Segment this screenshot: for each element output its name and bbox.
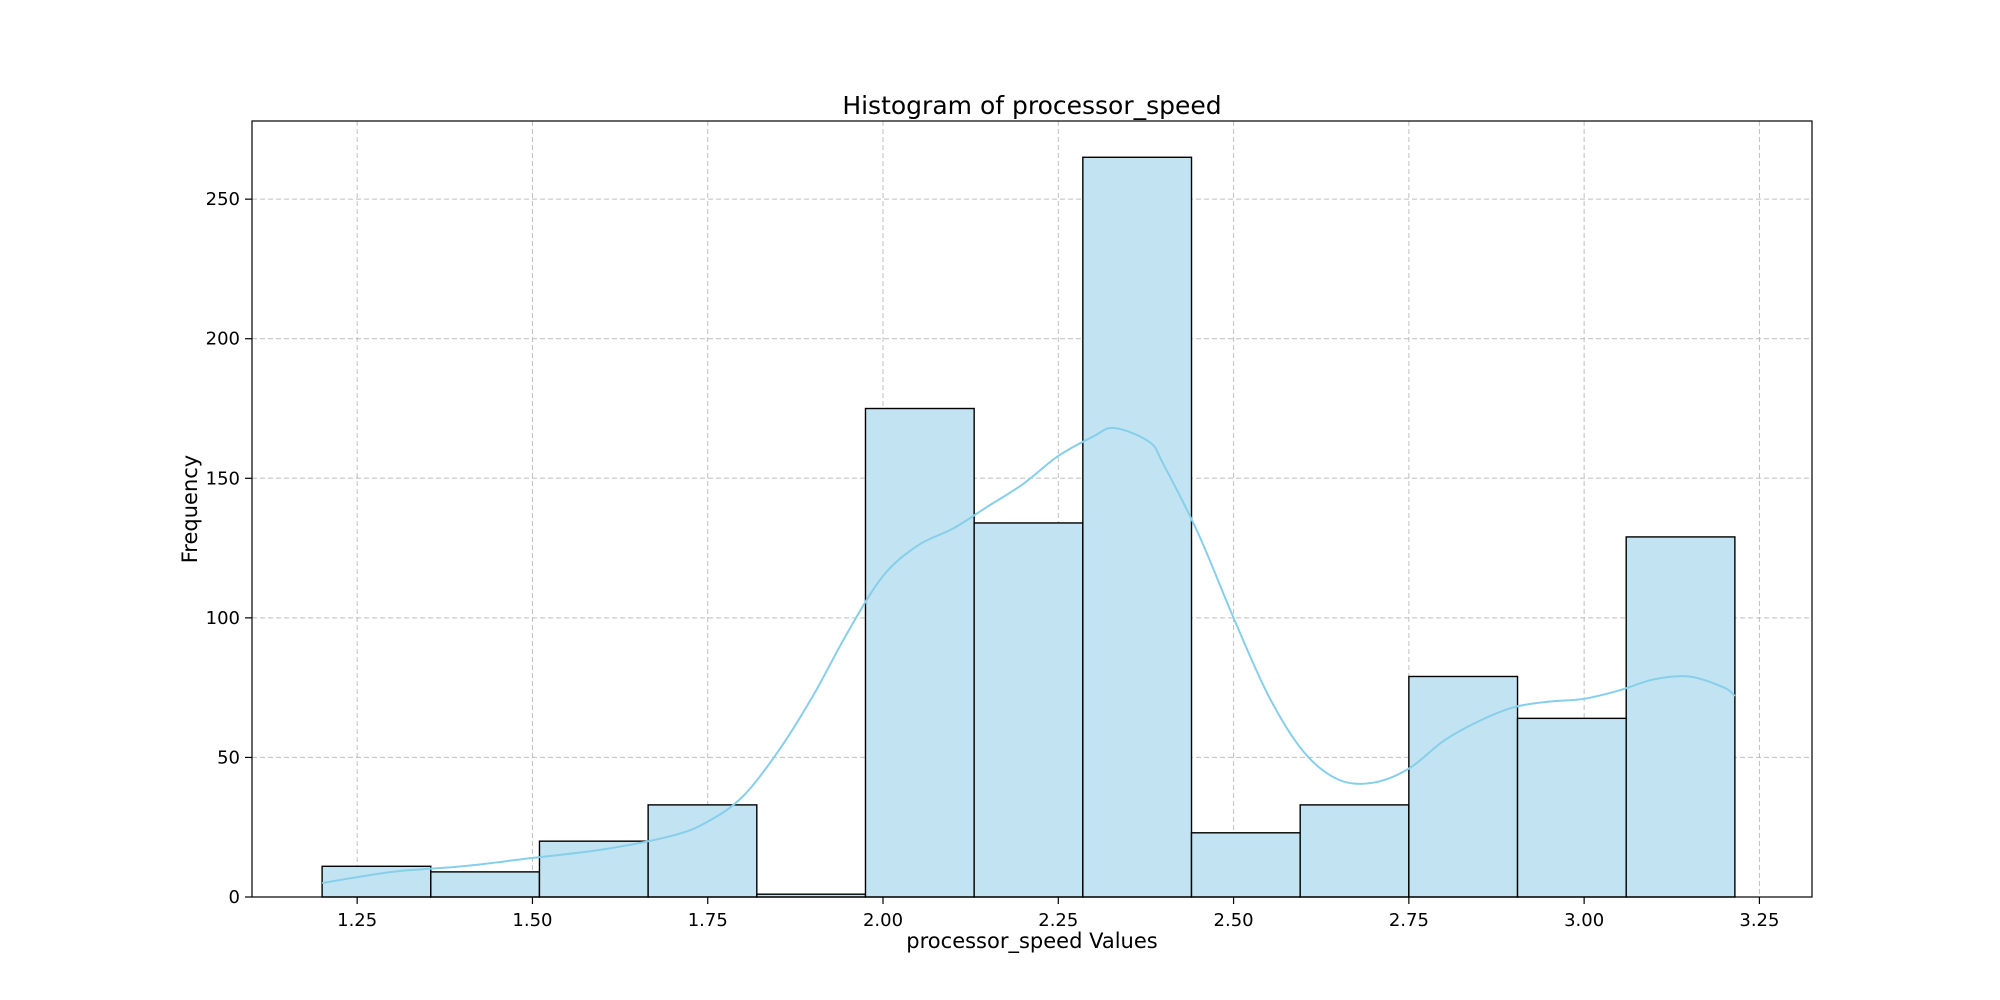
histogram-bar [973,522,1084,898]
histogram-bar [538,840,649,898]
histogram-bar [1625,536,1736,898]
x-tick-label: 1.75 [688,910,728,931]
x-tick-label: 1.25 [337,910,377,931]
plot-frame [251,120,1813,898]
x-axis-title: processor_speed Values [906,929,1157,954]
y-tick-label: 200 [206,329,240,350]
histogram-bar [1516,717,1627,898]
chart-title: Histogram of processor_speed [842,91,1221,120]
y-axis-title: Frequency [178,455,202,564]
y-tick-label: 50 [217,747,240,768]
histogram-bar [647,804,758,898]
x-tick-label: 2.00 [863,910,903,931]
y-tick-label: 150 [206,468,240,489]
x-tick-label: 1.50 [512,910,552,931]
x-tick-label: 3.25 [1739,910,1779,931]
y-tick-label: 0 [229,887,240,908]
histogram-bar [864,407,975,898]
histogram-bar [430,871,541,898]
x-tick-label: 2.75 [1389,910,1429,931]
histogram-bar [1190,832,1301,898]
histogram-bar [1299,804,1410,898]
y-tick-label: 250 [206,189,240,210]
bars-layer [321,156,1736,898]
histogram-bar [321,865,432,898]
y-tick-label: 100 [206,608,240,629]
kde-layer [321,426,1736,885]
histogram-bar [1082,156,1193,898]
y-axis-ticks: 0 50 100 150 200 250 [206,189,252,908]
histogram-bar [1408,675,1519,898]
x-tick-label: 2.50 [1214,910,1254,931]
kde-curve [321,426,1736,885]
x-tick-label: 3.00 [1564,910,1604,931]
x-axis-ticks: 1.25 1.50 1.75 2.00 2.25 2.50 2.75 3.00 3.25 [337,897,1779,931]
x-tick-label: 2.25 [1038,910,1078,931]
